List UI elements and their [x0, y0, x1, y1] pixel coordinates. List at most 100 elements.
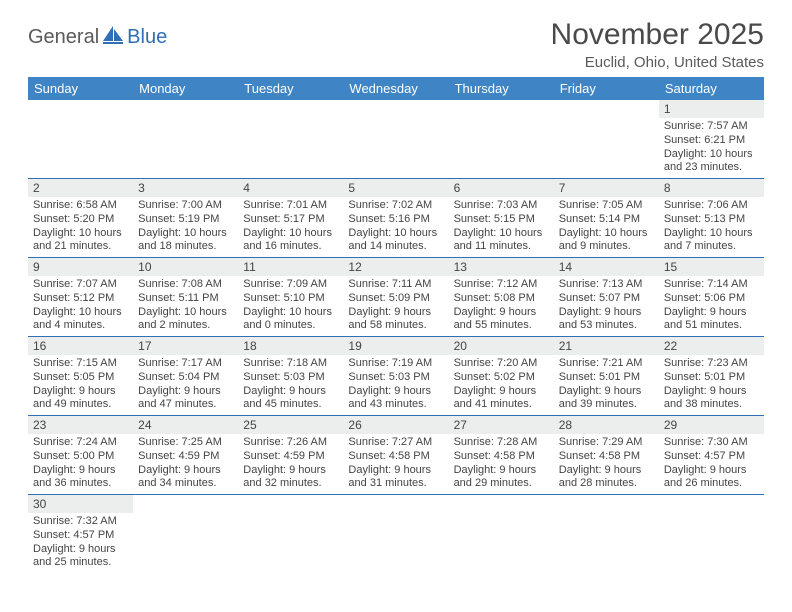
calendar-day: 24Sunrise: 7:25 AMSunset: 4:59 PMDayligh…: [133, 416, 238, 495]
day-number: 25: [238, 416, 343, 434]
calendar-day: 30Sunrise: 7:32 AMSunset: 4:57 PMDayligh…: [28, 495, 133, 574]
day-number: 12: [343, 258, 448, 276]
day-data: Sunrise: 7:29 AMSunset: 4:58 PMDaylight:…: [554, 434, 659, 494]
calendar-day: 28Sunrise: 7:29 AMSunset: 4:58 PMDayligh…: [554, 416, 659, 495]
calendar-day: 10Sunrise: 7:08 AMSunset: 5:11 PMDayligh…: [133, 258, 238, 337]
calendar-table: SundayMondayTuesdayWednesdayThursdayFrid…: [28, 77, 764, 573]
calendar-day: 29Sunrise: 7:30 AMSunset: 4:57 PMDayligh…: [659, 416, 764, 495]
calendar-day: 17Sunrise: 7:17 AMSunset: 5:04 PMDayligh…: [133, 337, 238, 416]
day-number: 4: [238, 179, 343, 197]
month-title: November 2025: [551, 18, 764, 52]
day-number: 22: [659, 337, 764, 355]
calendar-day: 12Sunrise: 7:11 AMSunset: 5:09 PMDayligh…: [343, 258, 448, 337]
day-data: Sunrise: 7:05 AMSunset: 5:14 PMDaylight:…: [554, 197, 659, 257]
day-number: 9: [28, 258, 133, 276]
day-number: 27: [449, 416, 554, 434]
day-data: Sunrise: 7:28 AMSunset: 4:58 PMDaylight:…: [449, 434, 554, 494]
day-number: 24: [133, 416, 238, 434]
day-data: Sunrise: 7:00 AMSunset: 5:19 PMDaylight:…: [133, 197, 238, 257]
calendar-empty: [133, 495, 238, 574]
day-number: 15: [659, 258, 764, 276]
day-number: 5: [343, 179, 448, 197]
calendar-day: 18Sunrise: 7:18 AMSunset: 5:03 PMDayligh…: [238, 337, 343, 416]
calendar-day: 13Sunrise: 7:12 AMSunset: 5:08 PMDayligh…: [449, 258, 554, 337]
sail-icon: [103, 26, 125, 49]
calendar-empty: [554, 100, 659, 179]
day-data: Sunrise: 7:02 AMSunset: 5:16 PMDaylight:…: [343, 197, 448, 257]
calendar-day: 27Sunrise: 7:28 AMSunset: 4:58 PMDayligh…: [449, 416, 554, 495]
day-data: Sunrise: 7:26 AMSunset: 4:59 PMDaylight:…: [238, 434, 343, 494]
day-number: 19: [343, 337, 448, 355]
title-block: November 2025 Euclid, Ohio, United State…: [551, 18, 764, 71]
day-number: 14: [554, 258, 659, 276]
header: General Blue November 2025 Euclid, Ohio,…: [28, 18, 764, 71]
day-data: Sunrise: 7:25 AMSunset: 4:59 PMDaylight:…: [133, 434, 238, 494]
calendar-empty: [238, 495, 343, 574]
day-data: Sunrise: 7:30 AMSunset: 4:57 PMDaylight:…: [659, 434, 764, 494]
day-data: Sunrise: 7:18 AMSunset: 5:03 PMDaylight:…: [238, 355, 343, 415]
day-data: Sunrise: 7:03 AMSunset: 5:15 PMDaylight:…: [449, 197, 554, 257]
weekday-header: Thursday: [449, 77, 554, 100]
calendar-empty: [238, 100, 343, 179]
calendar-empty: [449, 100, 554, 179]
day-data: Sunrise: 7:09 AMSunset: 5:10 PMDaylight:…: [238, 276, 343, 336]
day-data: Sunrise: 7:01 AMSunset: 5:17 PMDaylight:…: [238, 197, 343, 257]
calendar-empty: [133, 100, 238, 179]
calendar-empty: [659, 495, 764, 574]
calendar-day: 25Sunrise: 7:26 AMSunset: 4:59 PMDayligh…: [238, 416, 343, 495]
calendar-empty: [28, 100, 133, 179]
day-number: 11: [238, 258, 343, 276]
day-data: Sunrise: 7:32 AMSunset: 4:57 PMDaylight:…: [28, 513, 133, 573]
calendar-day: 11Sunrise: 7:09 AMSunset: 5:10 PMDayligh…: [238, 258, 343, 337]
day-number: 20: [449, 337, 554, 355]
logo-text-blue: Blue: [127, 26, 167, 49]
day-number: 18: [238, 337, 343, 355]
day-data: Sunrise: 7:20 AMSunset: 5:02 PMDaylight:…: [449, 355, 554, 415]
calendar-day: 21Sunrise: 7:21 AMSunset: 5:01 PMDayligh…: [554, 337, 659, 416]
day-number: 17: [133, 337, 238, 355]
weekday-header: Friday: [554, 77, 659, 100]
calendar-empty: [343, 495, 448, 574]
day-data: Sunrise: 7:15 AMSunset: 5:05 PMDaylight:…: [28, 355, 133, 415]
day-number: 3: [133, 179, 238, 197]
logo-text-general: General: [28, 26, 99, 49]
day-data: Sunrise: 7:23 AMSunset: 5:01 PMDaylight:…: [659, 355, 764, 415]
calendar-empty: [554, 495, 659, 574]
day-data: Sunrise: 7:19 AMSunset: 5:03 PMDaylight:…: [343, 355, 448, 415]
logo: General Blue: [28, 18, 167, 49]
day-data: Sunrise: 7:17 AMSunset: 5:04 PMDaylight:…: [133, 355, 238, 415]
day-data: Sunrise: 6:58 AMSunset: 5:20 PMDaylight:…: [28, 197, 133, 257]
day-data: Sunrise: 7:06 AMSunset: 5:13 PMDaylight:…: [659, 197, 764, 257]
weekday-header: Sunday: [28, 77, 133, 100]
calendar-day: 16Sunrise: 7:15 AMSunset: 5:05 PMDayligh…: [28, 337, 133, 416]
day-number: 28: [554, 416, 659, 434]
calendar-day: 19Sunrise: 7:19 AMSunset: 5:03 PMDayligh…: [343, 337, 448, 416]
day-data: Sunrise: 7:27 AMSunset: 4:58 PMDaylight:…: [343, 434, 448, 494]
calendar-day: 2Sunrise: 6:58 AMSunset: 5:20 PMDaylight…: [28, 179, 133, 258]
calendar-day: 5Sunrise: 7:02 AMSunset: 5:16 PMDaylight…: [343, 179, 448, 258]
day-number: 29: [659, 416, 764, 434]
day-number: 6: [449, 179, 554, 197]
day-number: 30: [28, 495, 133, 513]
day-number: 1: [659, 100, 764, 118]
day-data: Sunrise: 7:11 AMSunset: 5:09 PMDaylight:…: [343, 276, 448, 336]
day-number: 8: [659, 179, 764, 197]
day-data: Sunrise: 7:24 AMSunset: 5:00 PMDaylight:…: [28, 434, 133, 494]
day-number: 23: [28, 416, 133, 434]
calendar-day: 14Sunrise: 7:13 AMSunset: 5:07 PMDayligh…: [554, 258, 659, 337]
day-number: 2: [28, 179, 133, 197]
location-text: Euclid, Ohio, United States: [551, 54, 764, 71]
weekday-header: Monday: [133, 77, 238, 100]
calendar-day: 23Sunrise: 7:24 AMSunset: 5:00 PMDayligh…: [28, 416, 133, 495]
day-data: Sunrise: 7:57 AMSunset: 6:21 PMDaylight:…: [659, 118, 764, 178]
calendar-day: 26Sunrise: 7:27 AMSunset: 4:58 PMDayligh…: [343, 416, 448, 495]
calendar-day: 15Sunrise: 7:14 AMSunset: 5:06 PMDayligh…: [659, 258, 764, 337]
calendar-empty: [449, 495, 554, 574]
calendar-day: 1Sunrise: 7:57 AMSunset: 6:21 PMDaylight…: [659, 100, 764, 179]
day-number: 26: [343, 416, 448, 434]
weekday-header: Tuesday: [238, 77, 343, 100]
day-data: Sunrise: 7:21 AMSunset: 5:01 PMDaylight:…: [554, 355, 659, 415]
calendar-day: 3Sunrise: 7:00 AMSunset: 5:19 PMDaylight…: [133, 179, 238, 258]
calendar-day: 7Sunrise: 7:05 AMSunset: 5:14 PMDaylight…: [554, 179, 659, 258]
calendar-day: 4Sunrise: 7:01 AMSunset: 5:17 PMDaylight…: [238, 179, 343, 258]
